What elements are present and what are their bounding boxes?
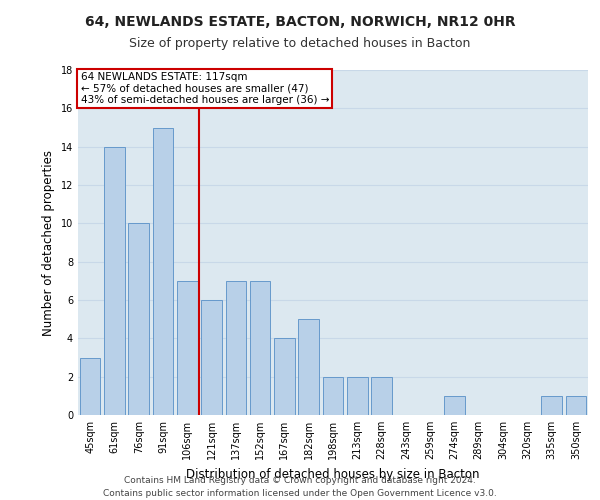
Bar (298, 319, 319, 415)
Bar (104, 146, 125, 415)
Bar (152, 128, 173, 415)
Text: Size of property relative to detached houses in Bacton: Size of property relative to detached ho… (130, 38, 470, 51)
Bar (177, 281, 197, 415)
X-axis label: Distribution of detached houses by size in Bacton: Distribution of detached houses by size … (186, 468, 480, 480)
Text: 64 NEWLANDS ESTATE: 117sqm
← 57% of detached houses are smaller (47)
43% of semi: 64 NEWLANDS ESTATE: 117sqm ← 57% of deta… (80, 72, 329, 105)
Bar (541, 396, 562, 415)
Bar (444, 396, 465, 415)
Y-axis label: Number of detached properties: Number of detached properties (42, 150, 55, 336)
Bar (323, 376, 343, 415)
Bar (566, 396, 586, 415)
Text: 64, NEWLANDS ESTATE, BACTON, NORWICH, NR12 0HR: 64, NEWLANDS ESTATE, BACTON, NORWICH, NR… (85, 15, 515, 29)
Bar (201, 300, 222, 415)
Bar (250, 281, 271, 415)
Bar (274, 338, 295, 415)
Bar (226, 281, 246, 415)
Bar (128, 224, 149, 415)
Bar (371, 376, 392, 415)
Text: Contains HM Land Registry data © Crown copyright and database right 2024.
Contai: Contains HM Land Registry data © Crown c… (103, 476, 497, 498)
Bar (347, 376, 368, 415)
Bar (80, 358, 100, 415)
